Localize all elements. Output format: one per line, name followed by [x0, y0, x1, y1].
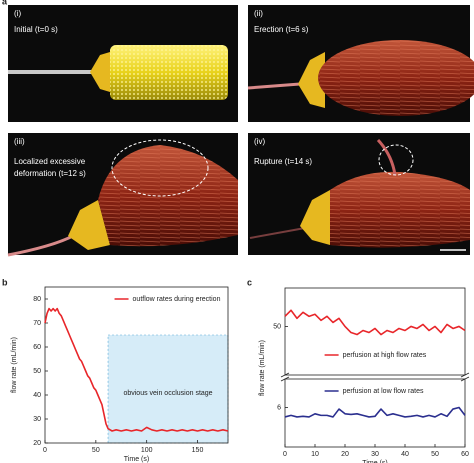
- x-tick-label: 100: [141, 447, 153, 454]
- axis-break: [280, 372, 470, 382]
- photo: (ii) Erection (t=6 s): [247, 5, 474, 122]
- y-tick-label: 40: [33, 392, 41, 399]
- x-tick-label: 40: [401, 451, 409, 458]
- photo-label: (ii): [254, 9, 263, 18]
- photo-caption: Rupture (t=14 s): [254, 157, 312, 166]
- photo-caption: Erection (t=6 s): [254, 25, 309, 34]
- y-axis-label: flow rate (mL/min): [259, 340, 266, 396]
- y-tick-label: 70: [33, 320, 41, 327]
- photo-caption: Localized excessive: [14, 157, 86, 166]
- x-tick-label: 10: [311, 451, 319, 458]
- y-tick-label: 50: [33, 368, 41, 375]
- panel-label: b: [2, 277, 8, 287]
- photo-label: (iii): [14, 137, 25, 146]
- x-tick-label: 50: [431, 451, 439, 458]
- plot-frame: [284, 287, 466, 376]
- legend-label: outflow rates during erection: [133, 296, 221, 303]
- legend-label: perfusion at low flow rates: [343, 388, 424, 395]
- photo-caption: deformation (t=12 s): [14, 169, 86, 178]
- y-tick-label: 60: [33, 344, 41, 351]
- x-tick-label: 20: [341, 451, 349, 458]
- x-tick-label: 0: [283, 451, 287, 458]
- x-axis-label: Time (s): [124, 456, 149, 463]
- x-tick-label: 60: [461, 451, 469, 458]
- x-axis-label: Time (s): [362, 460, 387, 463]
- y-tick-label: 20: [33, 440, 41, 447]
- data-line: [284, 406, 466, 418]
- photo: (i) Initial (t=0 s): [8, 5, 238, 122]
- photo: (iv) Rupture (t=14 s): [248, 133, 470, 255]
- x-tick-label: 150: [192, 447, 204, 454]
- shaded-region: [107, 334, 229, 444]
- x-tick-label: 0: [43, 447, 47, 454]
- x-tick-label: 30: [371, 451, 379, 458]
- data-line: [44, 307, 229, 432]
- y-tick-label: 80: [33, 296, 41, 303]
- legend-label: perfusion at high flow rates: [343, 352, 427, 359]
- photo: (iii) Localized excessive deformation (t…: [7, 133, 238, 257]
- y-axis-label: flow rate (mL/min): [11, 337, 18, 393]
- panel-label: a: [2, 0, 8, 6]
- y-tick-label: 30: [33, 416, 41, 423]
- plot-frame: [44, 286, 229, 444]
- panel-label: c: [247, 277, 252, 287]
- annotation: obvious vein occlusion stage: [123, 390, 212, 397]
- y-tick-label: 6: [277, 404, 281, 411]
- photo-caption: Initial (t=0 s): [14, 25, 58, 34]
- photo-label: (iv): [254, 137, 265, 146]
- x-tick-label: 50: [92, 447, 100, 454]
- data-line: [284, 309, 466, 336]
- photo-label: (i): [14, 9, 21, 18]
- y-tick-label: 50: [273, 323, 281, 330]
